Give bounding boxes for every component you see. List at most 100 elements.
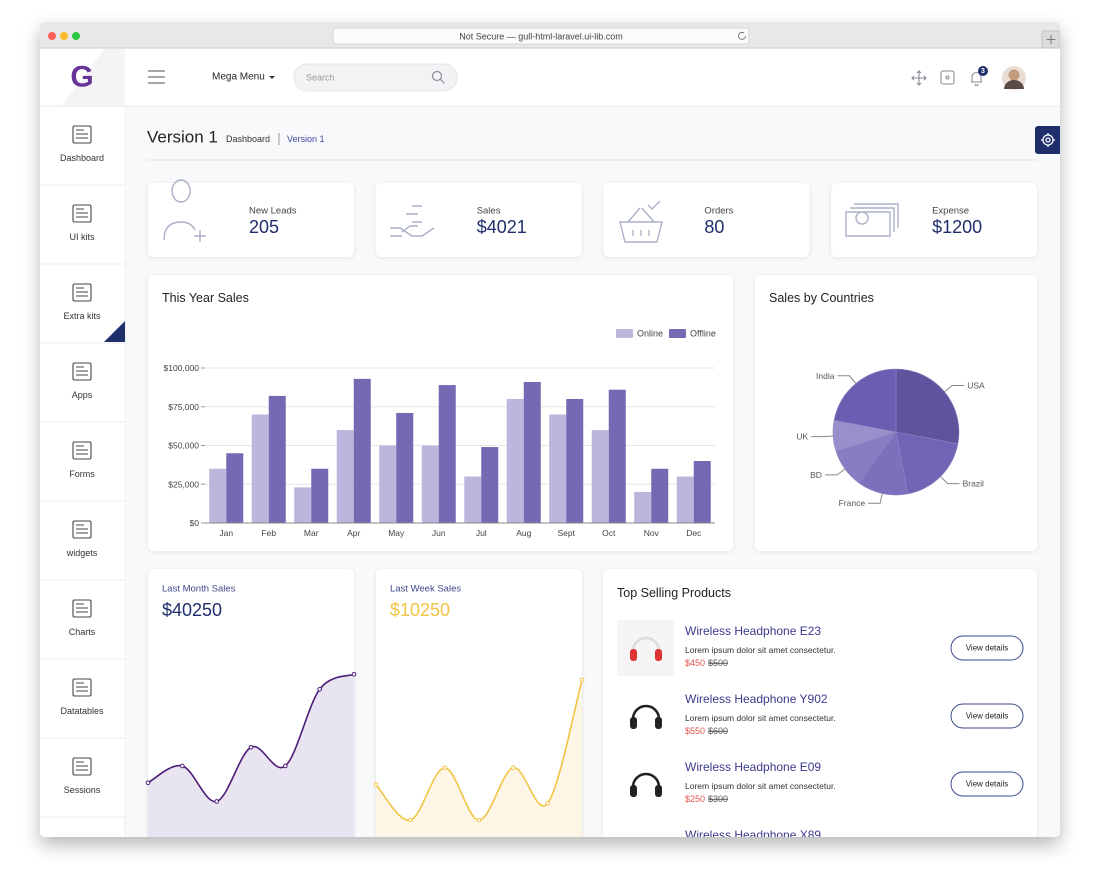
stat-card [831, 183, 1038, 257]
product-price: $250 $300 [685, 862, 728, 872]
y-tick-label: $100,000 [164, 363, 200, 373]
menu-toggle[interactable] [148, 70, 165, 84]
bar [651, 468, 669, 523]
header-icons[interactable] [911, 70, 982, 86]
sidebar-icon-detail [76, 208, 88, 218]
mega-menu[interactable]: Mega Menu [212, 72, 265, 83]
point [283, 763, 288, 769]
bar [353, 378, 371, 523]
point [545, 801, 550, 806]
sidebar-label: Forms [69, 469, 95, 479]
sidebar-item[interactable] [40, 502, 125, 580]
bar [506, 399, 524, 523]
product-price: $250 $300 [685, 794, 728, 804]
x-tick-label: Apr [347, 528, 360, 538]
bar [421, 445, 439, 523]
product-description: Lorem ipsum dolor sit amet consectetur. [685, 645, 836, 655]
reload-icon[interactable] [738, 31, 746, 40]
sidebar-item[interactable] [40, 739, 125, 817]
logo-backdrop [62, 49, 125, 106]
active-corner [104, 321, 125, 342]
headphone [631, 704, 661, 720]
bar [209, 468, 227, 523]
product-name[interactable]: Wireless Headphone E09 [685, 760, 821, 774]
old-price: $300 [708, 862, 728, 872]
price: $250 [685, 862, 705, 872]
button-label[interactable]: View details [966, 848, 1009, 857]
view-details-button[interactable] [950, 703, 1024, 729]
stat-icon [163, 179, 206, 242]
stat-label: New Leads [249, 206, 297, 217]
product-name[interactable]: Wireless Headphone X89 [685, 828, 821, 842]
minimize-button[interactable] [60, 32, 68, 40]
old-price: $500 [708, 658, 728, 668]
chart-value: $10250 [390, 600, 450, 620]
stat-label: Sales [477, 206, 501, 217]
product-image [617, 756, 674, 812]
address-text: Not Secure — gull-html-laravel.ui-lib.co… [459, 32, 623, 42]
headphone [631, 636, 661, 652]
sidebar-label: Dashboard [60, 153, 104, 163]
bar [336, 430, 354, 523]
button-label[interactable]: View details [966, 780, 1009, 789]
sidebar-label: Sessions [64, 785, 101, 795]
sidebar-icon [72, 599, 92, 618]
line [375, 679, 583, 821]
legend-label[interactable]: Offline [690, 329, 716, 339]
sidebar-item[interactable] [40, 423, 125, 501]
slice-label: USA [967, 380, 985, 390]
sidebar-icon-detail [76, 129, 88, 139]
stat-card [603, 183, 810, 257]
x-tick-label: Dec [686, 528, 702, 538]
sidebar-item[interactable] [40, 107, 125, 185]
sidebar-item[interactable] [40, 265, 125, 343]
address-bar[interactable] [332, 27, 750, 45]
headphone [633, 842, 659, 855]
sidebar-item[interactable] [40, 186, 125, 264]
legend-swatch[interactable] [616, 329, 633, 338]
legend-swatch[interactable] [669, 329, 686, 338]
zoom-button[interactable] [72, 32, 80, 40]
earcup [630, 717, 637, 729]
bar [481, 447, 499, 523]
y-tick-label: $75,000 [168, 402, 199, 412]
sidebar-icon [72, 520, 92, 539]
sidebar-item[interactable] [40, 344, 125, 422]
product-name[interactable]: Wireless Headphone E23 [685, 624, 821, 638]
leader-line [824, 468, 846, 476]
point [579, 677, 585, 683]
slice-label: India [816, 371, 835, 381]
point [511, 765, 516, 771]
earcup [655, 853, 662, 865]
view-details-button[interactable] [950, 771, 1024, 797]
logo[interactable]: G [70, 61, 93, 94]
chart-value: $40250 [162, 600, 222, 620]
old-price: $300 [708, 794, 728, 804]
button-label[interactable]: View details [966, 712, 1009, 721]
view-details-button[interactable] [950, 635, 1024, 661]
products-card [603, 569, 1037, 837]
search-box[interactable] [293, 63, 458, 92]
close-button[interactable] [48, 32, 56, 40]
price: $250 [685, 794, 705, 804]
point [317, 686, 322, 692]
slice-label: France [839, 498, 866, 508]
sidebar-item[interactable] [40, 581, 125, 659]
bar [693, 461, 711, 523]
legend-label[interactable]: Online [637, 329, 663, 339]
stat-label: Orders [704, 206, 733, 217]
breadcrumb-item[interactable]: Dashboard [226, 134, 270, 144]
button-label[interactable]: View details [966, 644, 1009, 653]
bar [226, 453, 244, 523]
sidebar-label: widgets [66, 548, 98, 558]
sidebar-item[interactable] [40, 660, 125, 738]
headphone [631, 772, 661, 788]
bar [523, 381, 541, 523]
bar [251, 414, 269, 523]
view-details-button[interactable] [951, 840, 1023, 864]
breadcrumb-item: Version 1 [287, 134, 325, 144]
product-name[interactable]: Wireless Headphone Y902 [685, 692, 828, 706]
sidebar-icon [72, 204, 92, 223]
sidebar-icon-detail [76, 603, 88, 613]
x-tick-label: Nov [644, 528, 660, 538]
